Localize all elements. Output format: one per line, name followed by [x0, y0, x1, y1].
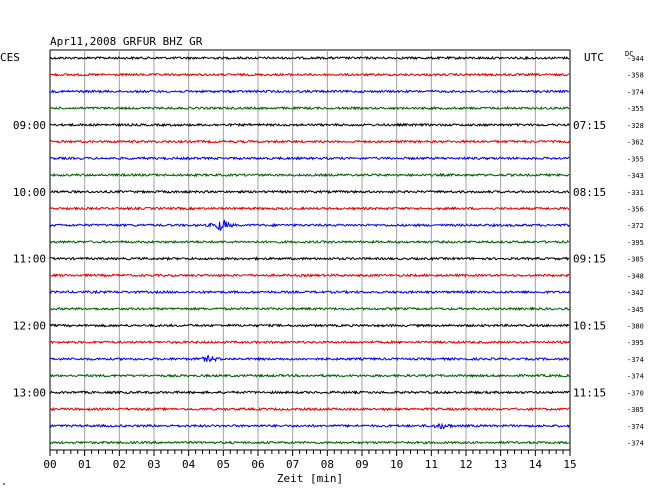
trace-line [49, 256, 570, 262]
left-time-label: 10:00 [13, 186, 46, 199]
trace-line [49, 273, 570, 278]
x-axis-label: Zeit [min] [277, 472, 343, 485]
x-axis: 00 01 02 03 04 05 06 07 08 09 10 11 12 13 14 15 [43, 450, 577, 471]
trace-line [49, 440, 570, 445]
left-timezone-label: CES [0, 51, 20, 64]
left-time-label: 13:00 [13, 386, 46, 399]
dc-offset-label: -331 [627, 189, 644, 197]
x-tick-label: 04 [182, 458, 196, 471]
trace-line [49, 340, 570, 345]
x-tick-label: 15 [563, 458, 576, 471]
trace-line [49, 156, 570, 161]
dc-offset-label: -380 [627, 323, 644, 331]
dc-offset-label: -372 [627, 222, 644, 230]
dc-offset-label: -343 [627, 172, 644, 180]
x-tick-label: 05 [217, 458, 230, 471]
trace-line [49, 239, 570, 245]
left-time-label: 12:00 [13, 320, 46, 333]
dc-offset-label: -374 [627, 373, 644, 381]
dc-offset-label: -374 [627, 423, 644, 431]
trace-line [49, 219, 570, 232]
x-tick-label: 12 [459, 458, 472, 471]
x-tick-label: 06 [251, 458, 264, 471]
x-tick-label: 08 [321, 458, 334, 471]
trace-line [49, 354, 570, 363]
dc-offset-label: -355 [627, 155, 644, 163]
x-tick-label: 14 [529, 458, 543, 471]
x-tick-label: 02 [113, 458, 126, 471]
trace-line [49, 206, 570, 211]
trace-line [49, 55, 570, 61]
trace-line [49, 105, 570, 111]
dc-offset-label: -356 [627, 205, 644, 213]
dc-offset-label: -374 [627, 88, 644, 96]
dc-offset-label: -348 [627, 272, 644, 280]
dc-offset-label: -385 [627, 406, 644, 414]
grid-layer [49, 49, 571, 451]
trace-line [49, 390, 570, 395]
right-time-label: 09:15 [573, 253, 606, 266]
dc-offset-label: -342 [627, 289, 644, 297]
dc-offset-label: -385 [627, 256, 644, 264]
trace-line [49, 172, 570, 178]
dc-offset-label: -395 [627, 339, 644, 347]
dc-offset-label: -344 [627, 55, 644, 63]
dc-offset-label: -355 [627, 105, 644, 113]
dc-offset-label: -374 [627, 440, 644, 448]
x-tick-label: 11 [425, 458, 438, 471]
x-tick-label: 00 [43, 458, 56, 471]
dc-offset-label: -358 [627, 72, 644, 80]
trace-line [49, 189, 570, 195]
dc-offset-label: -370 [627, 389, 644, 397]
left-time-label: 11:00 [13, 253, 46, 266]
x-tick-label: 03 [147, 458, 160, 471]
x-tick-label: 10 [390, 458, 403, 471]
dc-offset-label: -362 [627, 139, 644, 147]
trace-line [49, 122, 570, 128]
dc-offset-label: -328 [627, 122, 644, 130]
left-time-label: 09:00 [13, 119, 46, 132]
chart-title: Apr11,2008 GRFUR BHZ GR [50, 35, 203, 48]
x-tick-label: 09 [355, 458, 368, 471]
trace-line [49, 306, 570, 312]
corner-mark: " [2, 482, 6, 490]
trace-line [49, 72, 570, 78]
x-tick-label: 07 [286, 458, 299, 471]
dc-offset-label: -395 [627, 239, 644, 247]
right-time-label: 08:15 [573, 186, 606, 199]
plot-frame [49, 49, 571, 451]
right-timezone-label: UTC [584, 51, 604, 64]
trace-line [49, 323, 570, 328]
trace-line [49, 373, 570, 379]
trace-line [49, 406, 570, 412]
x-tick-label: 01 [78, 458, 91, 471]
dc-offset-label: -374 [627, 356, 644, 364]
right-time-label: 11:15 [573, 386, 606, 399]
labels-layer: 09:00 10:00 11:00 12:00 13:00 07:15 08:15 09:15… [13, 55, 644, 448]
trace-line [49, 89, 570, 94]
trace-line [49, 422, 570, 430]
trace-line [49, 289, 570, 295]
trace-line [49, 139, 570, 144]
dc-offset-label: -345 [627, 306, 644, 314]
x-tick-label: 13 [494, 458, 507, 471]
right-time-label: 10:15 [573, 320, 606, 333]
traces-layer [49, 55, 570, 445]
dc-label: DC [625, 50, 633, 58]
right-time-label: 07:15 [573, 119, 606, 132]
